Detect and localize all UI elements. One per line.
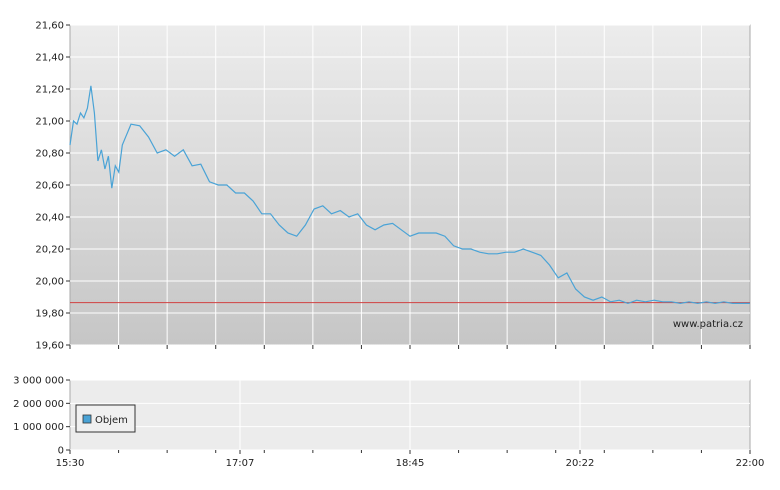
price-y-tick-label: 21,60 <box>35 21 64 32</box>
price-y-axis: 21,60 21,40 21,20 21,00 20,80 20,60 20,40 20,20… <box>35 21 70 352</box>
volume-x-tick-label: 22:00 <box>736 458 765 469</box>
price-grid <box>70 24 750 346</box>
volume-x-tick-label: 18:45 <box>396 458 425 469</box>
price-y-tick-label: 20,20 <box>35 245 64 256</box>
volume-y-tick-label: 1 000 000 <box>13 422 64 433</box>
price-x-tick-marks <box>69 345 751 349</box>
price-y-tick-label: 19,80 <box>35 309 64 320</box>
price-y-tick-label: 20,60 <box>35 181 64 192</box>
price-y-tick-label: 20,40 <box>35 213 64 224</box>
volume-x-tick-label: 17:07 <box>226 458 255 469</box>
volume-x-tick-label: 20:22 <box>566 458 595 469</box>
price-y-tick-label: 21,00 <box>35 117 64 128</box>
volume-y-tick-label: 0 <box>58 446 64 457</box>
volume-x-axis: 15:30 17:07 18:45 20:22 22:00 <box>56 450 765 469</box>
legend-swatch <box>82 414 92 424</box>
watermark: www.patria.cz <box>673 319 743 330</box>
price-panel: 21,60 21,40 21,20 21,00 20,80 20,60 20,40 20,20… <box>35 21 751 352</box>
legend: Objem <box>75 404 136 433</box>
price-y-tick-label: 21,20 <box>35 85 64 96</box>
price-y-tick-label: 21,40 <box>35 53 64 64</box>
price-y-tick-label: 19,60 <box>35 341 64 352</box>
legend-label: Objem <box>95 415 128 426</box>
price-y-tick-label: 20,80 <box>35 149 64 160</box>
volume-y-axis: 3 000 000 2 000 000 1 000 000 0 <box>13 376 70 457</box>
price-y-tick-label: 20,00 <box>35 277 64 288</box>
volume-x-tick-label: 15:30 <box>56 458 85 469</box>
price-series-line <box>69 85 750 305</box>
volume-y-tick-label: 2 000 000 <box>13 399 64 410</box>
volume-y-tick-label: 3 000 000 <box>13 376 64 387</box>
